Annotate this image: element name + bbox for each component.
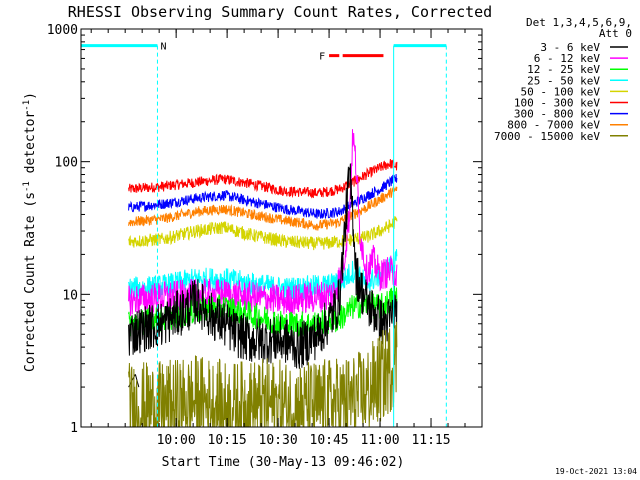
series-line-1	[128, 158, 398, 199]
series-line-3	[128, 186, 398, 231]
chart-title: RHESSI Observing Summary Count Rates, Co…	[68, 3, 492, 21]
y-axis-label: Corrected Count Rate (s-1 detector-1)	[22, 92, 38, 372]
axis-layer: 10:00 10:15 10:30 10:45 11:00 11:15 1 10 100 1000	[47, 23, 483, 448]
series-line-6	[128, 129, 398, 317]
x-tick-label-5: 11:00	[360, 433, 399, 448]
series-line-4	[128, 216, 398, 251]
plot-frame	[80, 28, 483, 428]
legend-label-3: 12 - 25 keV	[527, 63, 600, 76]
x-tick-label-4: 10:45	[310, 433, 349, 448]
x-tick-label-3: 10:30	[259, 433, 298, 448]
x-tick-label-2: 10:15	[208, 433, 247, 448]
x-tick-label-6: 11:15	[411, 433, 450, 448]
annotation-layer: NF	[81, 42, 447, 427]
legend-header-1: Det 1,3,4,5,6,9,	[526, 16, 632, 29]
legend-label-5: 50 - 100 keV	[521, 85, 601, 98]
flare-label: F	[319, 52, 325, 63]
y-tick-label-1: 1	[70, 421, 78, 436]
legend-label-4: 25 - 50 keV	[527, 74, 600, 87]
y-tick-label-4: 1000	[47, 23, 78, 38]
legend-label-8: 800 - 7000 keV	[507, 119, 600, 132]
night-label-1: N	[160, 42, 166, 53]
legend-label-2: 6 - 12 keV	[534, 52, 601, 65]
series-line-10	[128, 321, 398, 427]
legend-header-2: Att 0	[599, 27, 632, 40]
series-line-5	[128, 249, 398, 301]
y-tick-label-3: 100	[55, 156, 78, 171]
series-layer	[128, 129, 398, 427]
legend-label-7: 300 - 800 keV	[514, 108, 600, 121]
y-tick-label-2: 10	[62, 288, 78, 303]
legend-label-1: 3 - 6 keV	[540, 41, 600, 54]
footer-timestamp: 19-Oct-2021 13:04	[555, 467, 637, 476]
legend-label-9: 7000 - 15000 keV	[494, 130, 600, 143]
series-line-8	[128, 163, 398, 369]
x-axis-label: Start Time (30-May-13 09:46:02)	[162, 455, 405, 470]
legend-label-6: 100 - 300 keV	[514, 97, 600, 110]
x-tick-label-1: 10:00	[157, 433, 196, 448]
